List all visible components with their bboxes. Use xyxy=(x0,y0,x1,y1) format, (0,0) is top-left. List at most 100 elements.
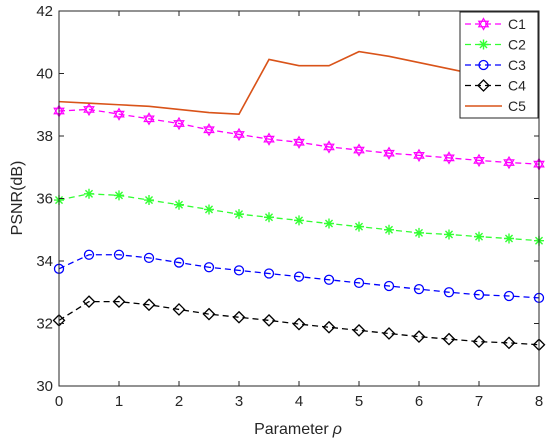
series-c2-point xyxy=(84,188,94,199)
x-axis-label-text: Parameter xyxy=(254,421,329,438)
series-c4-point xyxy=(382,327,396,340)
legend-label-c2: C2 xyxy=(508,37,526,53)
series-c3-point xyxy=(233,265,245,276)
legend-marker-c1 xyxy=(477,17,490,31)
series-c1-point-tri-up xyxy=(143,112,155,123)
series-c1-point-tri-down xyxy=(143,115,155,126)
series-c1-point xyxy=(143,112,155,126)
legend-label-c3: C3 xyxy=(508,57,526,73)
series-c1-point-tri-up xyxy=(233,127,245,138)
series-c1-point-tri-up xyxy=(323,140,335,151)
series-c2-point xyxy=(114,190,124,201)
series-c4-point xyxy=(352,323,366,337)
series-c4-point xyxy=(322,320,336,334)
series-c3 xyxy=(53,249,545,304)
series-c1-point-tri-up xyxy=(203,123,215,134)
series-c1-point xyxy=(203,123,215,137)
legend: C1 C2 C3 C4 C5 xyxy=(459,11,539,119)
series-c3-point xyxy=(173,257,185,268)
series-c1-point-tri-down xyxy=(353,146,365,157)
series-c1-point-tri-up xyxy=(173,116,185,127)
series-c1-point-tri-down xyxy=(503,159,515,170)
series-c2-point xyxy=(144,195,154,206)
x-tick-label: 0 xyxy=(55,393,63,410)
series-c1-point xyxy=(173,116,185,131)
series-c4-point xyxy=(202,307,216,321)
series-c1-point-tri-down xyxy=(233,131,245,142)
series-c1-point xyxy=(83,102,95,117)
series-c1-point xyxy=(293,135,305,149)
series-c1-point-tri-down xyxy=(113,110,125,121)
x-tick-label: 6 xyxy=(415,393,423,410)
x-tick-label: 8 xyxy=(535,393,543,410)
series-c1-point xyxy=(233,127,245,142)
series-c1-point-tri-down xyxy=(383,149,395,160)
series-c3-point xyxy=(263,268,275,279)
series-c4-point xyxy=(442,332,456,346)
series-c1-point xyxy=(353,143,365,157)
series-c3-line xyxy=(58,254,540,299)
series-c1-point-tri-down xyxy=(173,120,185,131)
series-c1-point-tri-up xyxy=(83,102,95,113)
series-c2-point xyxy=(204,204,214,215)
series-c1-point-tri-down xyxy=(473,157,485,168)
series-c3-point xyxy=(113,249,125,260)
series-c4-point xyxy=(292,317,306,331)
x-axis-label-symbol: ρ xyxy=(332,421,342,438)
series-c2-point xyxy=(174,199,184,210)
series-c2-point xyxy=(474,231,484,242)
x-tick-label: 5 xyxy=(355,393,363,410)
series-c4-point xyxy=(172,303,186,316)
series-c1-point-tri-down xyxy=(323,143,335,154)
series-c1-point xyxy=(383,146,395,160)
legend-item-c4: C4 xyxy=(465,78,526,94)
legend-marker-c1-tri-down xyxy=(477,20,490,31)
series-c1-point-tri-up xyxy=(443,151,455,162)
legend-item-c5: C5 xyxy=(465,98,526,114)
series-c1-point-tri-up xyxy=(263,132,275,143)
series-c5-line xyxy=(58,50,540,115)
x-tick-label: 1 xyxy=(115,393,123,410)
legend-item-c2: C2 xyxy=(465,37,526,53)
series-c3-point xyxy=(293,271,305,282)
y-tick-label: 30 xyxy=(36,378,53,395)
series-c1-point xyxy=(323,140,335,154)
y-tick-label: 36 xyxy=(36,191,53,208)
series-c4-point xyxy=(112,295,126,309)
y-tick-label: 32 xyxy=(36,316,53,333)
series-c4-point xyxy=(142,298,156,312)
series-c2 xyxy=(54,188,544,246)
x-tick-label: 2 xyxy=(175,393,183,410)
series-c1-point-tri-up xyxy=(473,153,485,164)
series-c3-point xyxy=(83,249,95,260)
x-tick-label: 3 xyxy=(235,393,243,410)
series-c1-point-tri-down xyxy=(293,138,305,149)
legend-marker-c3 xyxy=(478,59,489,71)
series-c2-point xyxy=(354,221,364,232)
y-axis-label: PSNR(dB) xyxy=(9,161,26,236)
series-c4-point xyxy=(262,313,276,327)
series-c1-point xyxy=(113,107,125,121)
series-c1-point-tri-down xyxy=(203,126,215,137)
y-tick-label: 38 xyxy=(36,128,53,145)
x-axis-label: Parameter ρ xyxy=(254,421,342,438)
series-c2-point xyxy=(444,229,454,240)
series-c2-point xyxy=(504,233,514,244)
series-c2-point xyxy=(324,218,334,229)
series-c3-point xyxy=(383,280,395,292)
legend-item-c3: C3 xyxy=(465,57,526,73)
series-c5 xyxy=(58,50,540,115)
y-tick-label: 42 xyxy=(36,3,53,20)
series-c3-point xyxy=(323,274,335,285)
series-c4-point xyxy=(82,295,96,309)
series-c3-point xyxy=(203,262,215,273)
series-c1-point xyxy=(263,132,275,146)
series-c1-point-tri-up xyxy=(353,143,365,154)
series-c3-point xyxy=(473,289,485,300)
series-c2-point xyxy=(294,215,304,226)
series-c3-point xyxy=(353,277,365,289)
series-c3-point xyxy=(143,252,155,264)
series-c4-line xyxy=(58,300,540,346)
series-c1-point-tri-up xyxy=(113,107,125,118)
